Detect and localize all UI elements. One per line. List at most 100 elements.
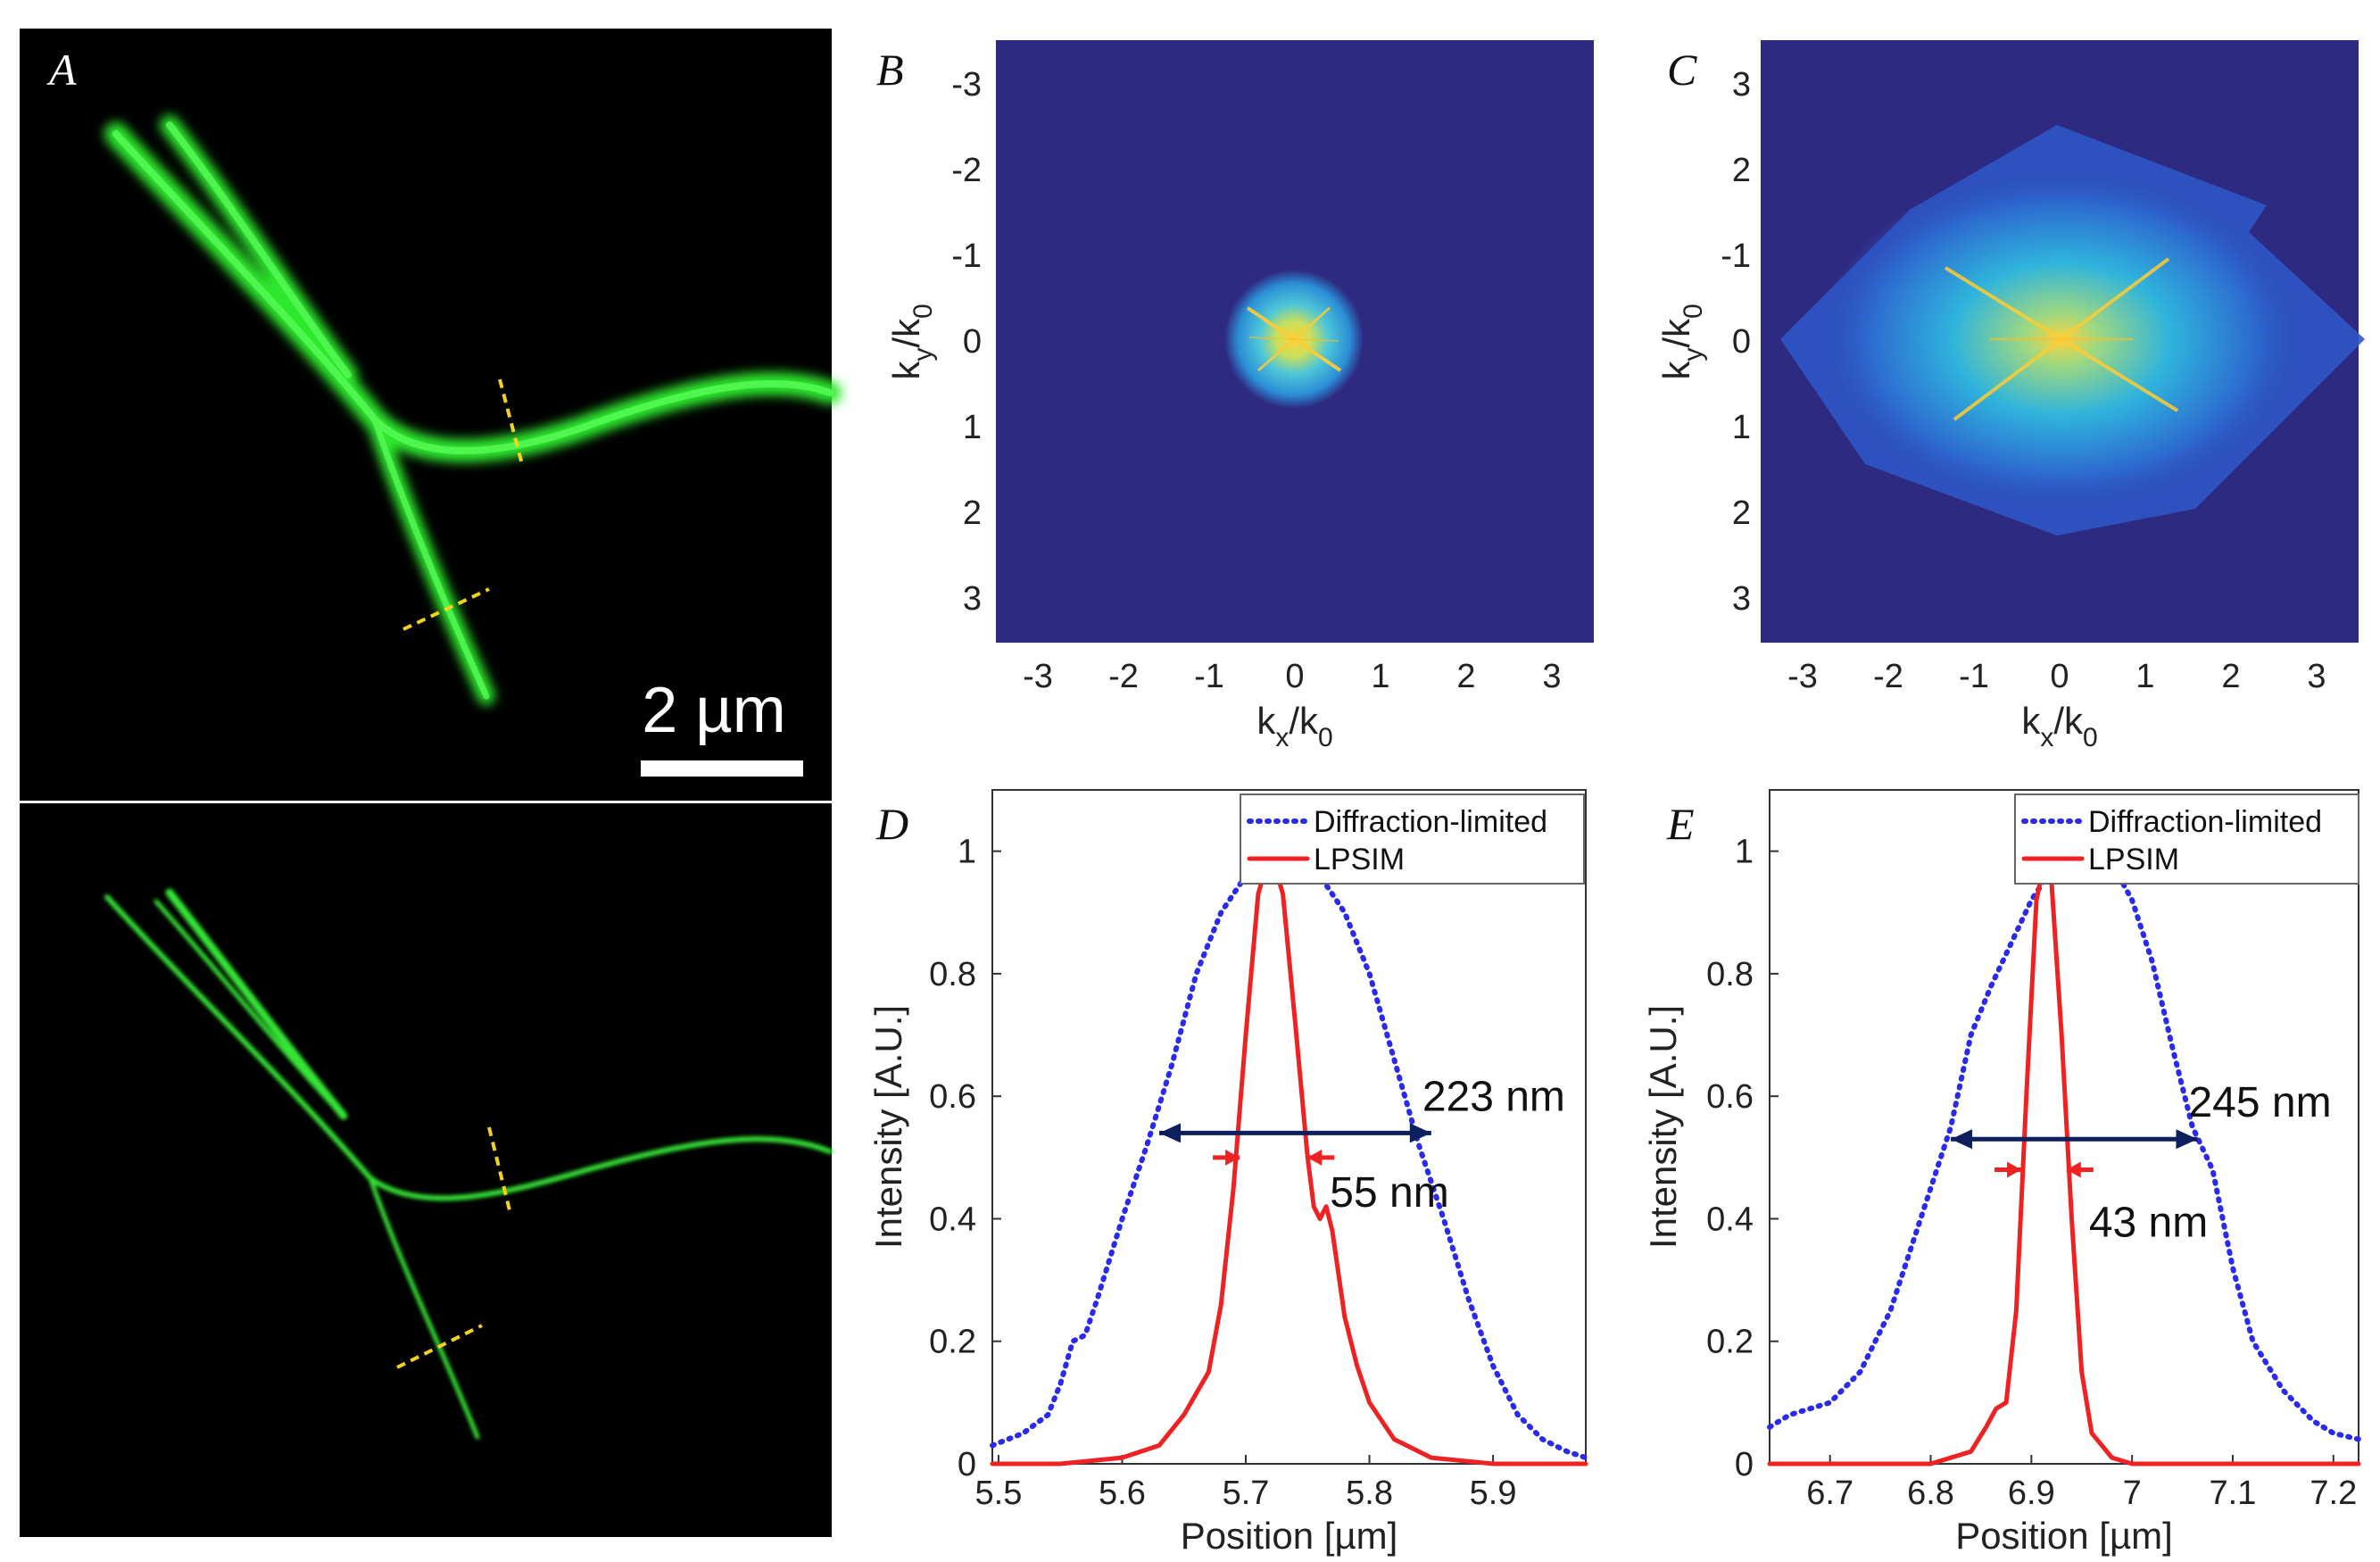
- y-tick-label: 0.6: [1706, 1078, 1754, 1116]
- y-axis-label-c: ky/k0: [1655, 303, 1708, 379]
- series-line: [990, 849, 1588, 1466]
- y-axis-label: Intensity [A.U.]: [867, 1005, 909, 1249]
- fft-spectrum-b: [1224, 270, 1364, 409]
- fwhm-narrow-label: 55 nm: [1330, 1169, 1448, 1217]
- x-tick-label: 7: [2123, 1475, 2142, 1512]
- plot-frame: [1769, 789, 2359, 1465]
- y-tick-label: 0.8: [1706, 956, 1754, 993]
- legend-entry: LPSIM: [2088, 843, 2179, 877]
- panel-label: E: [1666, 799, 1695, 849]
- y-tick: -3: [951, 66, 982, 104]
- filaments-blurred-core: [112, 121, 833, 700]
- y-tick-label: 1: [1735, 834, 1754, 871]
- legend-entry: Diffraction-limited: [2088, 805, 2322, 839]
- y-tick: 2: [963, 494, 982, 532]
- x-tick: 0: [1285, 658, 1304, 695]
- fwhm-narrow-label: 43 nm: [2089, 1200, 2208, 1247]
- arrowhead: [2176, 1129, 2198, 1150]
- panel-e: 6.7 6.8 6.9 7 7.1 7.2 0 0.2 0.4 0.6 0.8 1 Position […: [1642, 789, 2361, 1557]
- x-tick: 2: [2221, 658, 2240, 695]
- micrograph-diffraction-limited: [20, 29, 832, 801]
- x-tick: 1: [1371, 658, 1389, 695]
- y-tick: -2: [951, 152, 982, 189]
- x-axis-ticks-c: -3 -2 -1 0 1 2 3: [1787, 658, 2326, 695]
- y-tick-label: 0: [958, 1446, 976, 1483]
- legend-entry: Diffraction-limited: [1314, 805, 1547, 839]
- arrowhead: [1307, 1149, 1323, 1166]
- x-tick-label: 5.5: [975, 1475, 1023, 1512]
- y-tick: 2: [1732, 494, 1751, 532]
- legend-box: [2014, 793, 2359, 885]
- x-axis-label-b: kx/k0: [1256, 700, 1332, 752]
- y-tick-label: 0.4: [1706, 1201, 1754, 1238]
- arrowhead: [1951, 1129, 1973, 1150]
- y-tick: 1: [1732, 409, 1751, 446]
- y-tick-label: 0.8: [929, 956, 976, 993]
- y-tick-label: 0.4: [929, 1201, 976, 1238]
- y-tick: -1: [951, 237, 982, 275]
- y-tick: 3: [1732, 580, 1751, 618]
- y-axis-label: Intensity [A.U.]: [1642, 1005, 1684, 1249]
- y-tick-label: 0: [1735, 1446, 1754, 1483]
- fwhm-wide-label: 245 nm: [2188, 1079, 2331, 1126]
- panel-label-b: B: [876, 45, 904, 95]
- legend-box: [1240, 793, 1585, 885]
- arrowhead: [1409, 1123, 1431, 1143]
- x-tick-label: 5.6: [1099, 1475, 1146, 1512]
- series-line: [1767, 848, 2361, 1442]
- y-tick-label: 1: [958, 834, 976, 871]
- panel-d: 5.5 5.6 5.7 5.8 5.9 0 0.2 0.4 0.6 0.8 1 Position [µ…: [867, 789, 1588, 1557]
- filaments-sharp: [104, 888, 833, 1440]
- y-tick: -1: [1721, 237, 1751, 275]
- x-tick: 2: [1456, 658, 1475, 695]
- fwhm-wide-label: 223 nm: [1422, 1073, 1565, 1120]
- x-tick: 0: [2050, 658, 2069, 695]
- profile-marker-vertical-bottom: [396, 1324, 483, 1369]
- y-axis-ticks-c: 3 2 -1 0 1 2 3: [1721, 66, 1751, 618]
- y-tick: 2: [1732, 152, 1751, 189]
- x-tick: -1: [1959, 658, 1989, 695]
- y-tick: 0: [963, 323, 982, 361]
- x-tick: 3: [2307, 658, 2326, 695]
- panel-label-c: C: [1667, 45, 1697, 95]
- y-axis-label-b: ky/k0: [885, 303, 938, 379]
- panel-c: C -3 -2 -1 0 1 2 3 3 2 -1 0 1 2 3 kx/k0: [1655, 40, 2365, 752]
- x-tick: -3: [1023, 658, 1053, 695]
- x-tick-label: 7.1: [2210, 1475, 2257, 1512]
- y-tick: 0: [1732, 323, 1751, 361]
- panel-a: 2 µm A: [20, 29, 842, 1537]
- arrowhead: [2007, 1161, 2022, 1178]
- x-tick-label: 6.9: [2008, 1475, 2055, 1512]
- x-tick: -2: [1873, 658, 1903, 695]
- y-tick-label: 0.2: [929, 1324, 976, 1361]
- y-tick-label: 0.2: [1706, 1324, 1754, 1361]
- x-tick-label: 5.7: [1223, 1475, 1270, 1512]
- fft-spectrum-c: [1780, 125, 2365, 536]
- x-tick-label: 6.7: [1806, 1475, 1853, 1512]
- plot-frame: [991, 789, 1587, 1465]
- micrograph-lpsim: [20, 803, 832, 1537]
- x-tick: 3: [1542, 658, 1561, 695]
- x-tick: -3: [1787, 658, 1818, 695]
- panel-label-a: A: [46, 45, 77, 95]
- x-tick: -1: [1194, 658, 1224, 695]
- x-tick: -2: [1108, 658, 1139, 695]
- x-tick-label: 5.9: [1470, 1475, 1517, 1512]
- scale-bar-label: 2 µm: [642, 675, 786, 746]
- profile-marker-vertical-top: [402, 587, 490, 631]
- x-axis-ticks-b: -3 -2 -1 0 1 2 3: [1023, 658, 1561, 695]
- y-axis-ticks-b: -3 -2 -1 0 1 2 3: [951, 66, 982, 618]
- x-tick-label: 7.2: [2310, 1475, 2357, 1512]
- legend-entry: LPSIM: [1314, 843, 1405, 877]
- y-tick: 1: [963, 409, 982, 446]
- panel-label: D: [875, 799, 908, 849]
- x-tick-label: 6.8: [1907, 1475, 1954, 1512]
- y-tick: 3: [963, 580, 982, 618]
- x-axis-label: Position [µm]: [1955, 1515, 2173, 1557]
- x-tick: 1: [2135, 658, 2154, 695]
- panel-b: B -3 -2 -1 0 1 2 3 -3 -2 -1 0 1 2 3 kx/k…: [876, 40, 1594, 752]
- arrowhead: [2066, 1161, 2081, 1178]
- scale-bar: [641, 760, 803, 777]
- y-tick: 3: [1732, 66, 1751, 104]
